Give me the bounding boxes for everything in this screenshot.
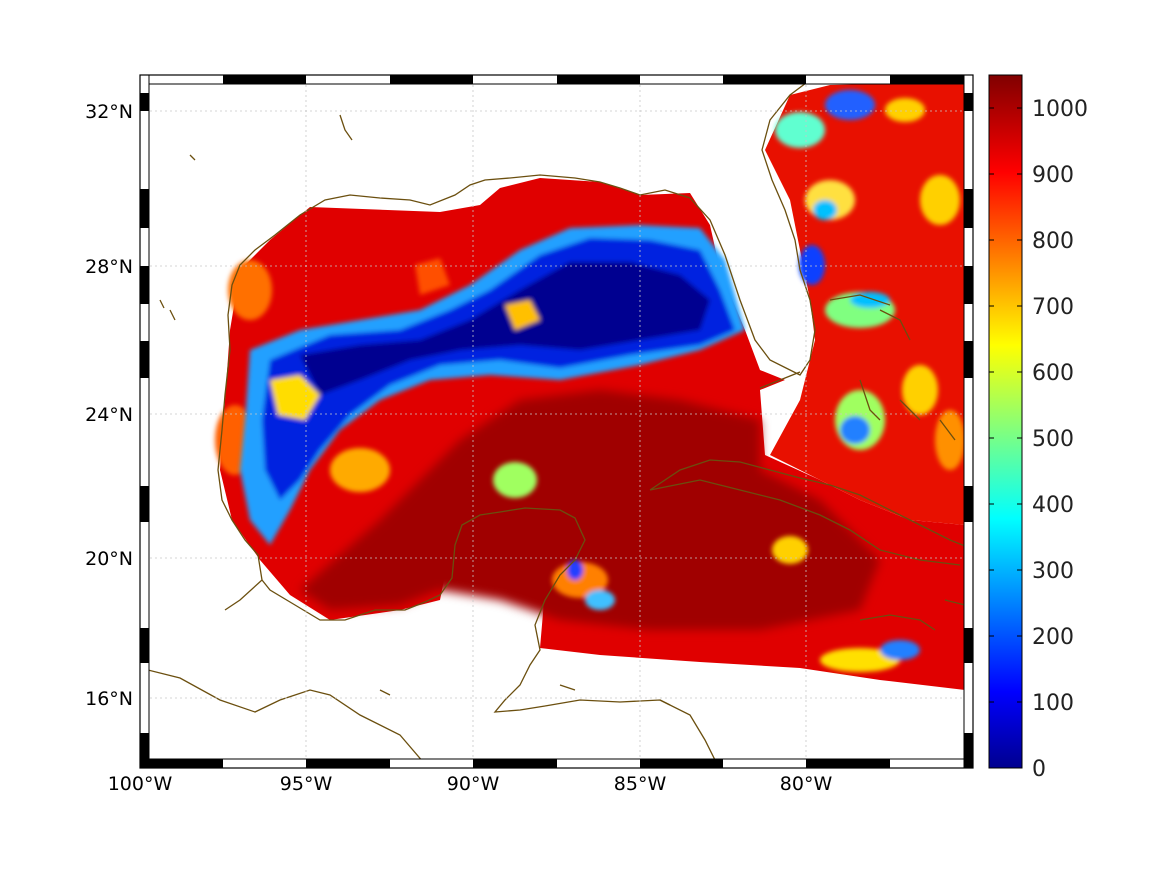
lat-tick-label: 16°N <box>85 688 133 710</box>
lon-tick-label: 80°W <box>780 773 833 795</box>
lon-tick-label: 100°W <box>108 773 173 795</box>
dark-core <box>300 390 880 630</box>
colorbar-tick-label: 900 <box>1032 163 1074 188</box>
colorbar-gradient <box>988 74 1023 769</box>
colorbar-tick-label: 200 <box>1032 625 1074 650</box>
lon-tick-label: 85°W <box>614 773 667 795</box>
colorbar-tick-label: 800 <box>1032 229 1074 254</box>
colorbar: 0 100 200 300 400 500 600 700 800 900 1000 <box>988 74 1088 782</box>
colorbar-tick-label: 600 <box>1032 361 1074 386</box>
hispaniola-jamaica <box>859 599 966 631</box>
colorbar-tick-label: 700 <box>1032 295 1074 320</box>
lat-tick-label: 24°N <box>85 404 133 426</box>
colorbar-tick-label: 100 <box>1032 691 1074 716</box>
florida-keys <box>759 371 801 389</box>
small-islands <box>159 114 671 706</box>
low-band <box>240 225 745 545</box>
lat-tick-labels: 32°N 28°N 24°N 20°N 16°N <box>85 101 133 710</box>
lon-tick-labels: 100°W 95°W 90°W 85°W 80°W <box>108 773 833 795</box>
us-gulf-coast <box>140 75 821 768</box>
colorbar-tick-label: 400 <box>1032 493 1074 518</box>
coastlines <box>140 75 971 768</box>
colorbar-tick-label: 500 <box>1032 427 1074 452</box>
cuba-coast <box>649 459 971 566</box>
colorbar-tick-label: 1000 <box>1032 97 1088 122</box>
map-frame <box>139 74 974 769</box>
colorbar-tick-label: 0 <box>1032 757 1046 782</box>
lat-tick-label: 28°N <box>85 256 133 278</box>
warm-patches <box>215 90 965 672</box>
mexico-coast <box>261 507 586 713</box>
lat-tick-label: 20°N <box>85 548 133 570</box>
lon-tick-label: 95°W <box>280 773 333 795</box>
graticule <box>140 75 973 768</box>
plot-area <box>139 74 974 769</box>
lon-tick-label: 90°W <box>447 773 500 795</box>
lat-tick-label: 32°N <box>85 101 133 123</box>
colorbar-ticks: 0 100 200 300 400 500 600 700 800 900 1000 <box>989 97 1088 782</box>
colorbar-tick-label: 300 <box>1032 559 1074 584</box>
bahamas <box>829 294 956 441</box>
